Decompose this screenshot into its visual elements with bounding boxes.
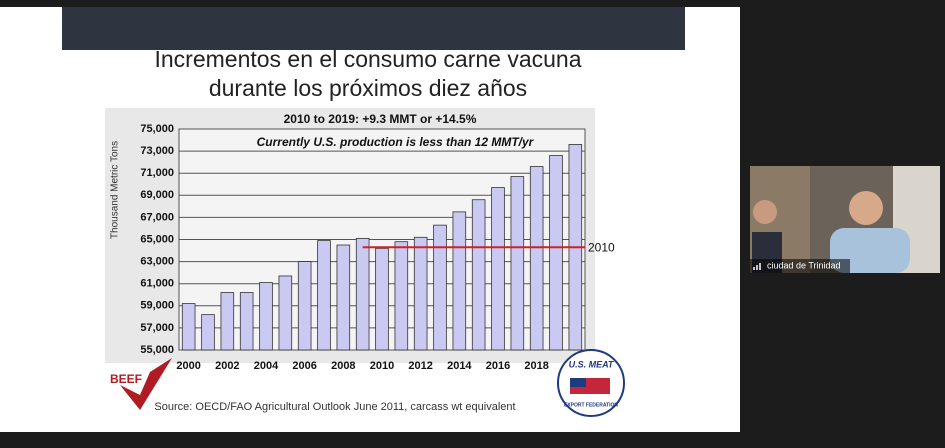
person-head <box>849 191 883 225</box>
usmef-logo-text: U.S. MEAT <box>569 359 615 369</box>
x-tick-label: 2000 <box>176 360 200 372</box>
y-tick-label: 59,000 <box>140 300 174 312</box>
bar <box>413 236 428 351</box>
bar <box>529 166 544 351</box>
bar <box>471 199 486 351</box>
bar <box>491 187 505 351</box>
reference-label: 2010 <box>588 240 615 254</box>
x-tick-label: 2010 <box>370 360 394 372</box>
bar <box>259 282 273 351</box>
x-tick-label: 2008 <box>331 360 355 372</box>
bar <box>355 237 370 351</box>
bar <box>375 247 389 351</box>
bar <box>239 292 254 351</box>
signal-icon <box>753 263 761 270</box>
bar <box>297 261 312 351</box>
bar <box>278 275 293 351</box>
slide-title: Incrementos en el consumo carne vacuna <box>154 46 581 72</box>
usmef-flag <box>570 378 586 387</box>
bar <box>452 211 467 351</box>
x-tick-label: 2012 <box>408 360 432 372</box>
y-tick-label: 65,000 <box>140 233 174 245</box>
chart-subtitle: 2010 to 2019: +9.3 MMT or +14.5% <box>284 112 477 126</box>
bar <box>336 244 351 351</box>
x-tick-label: 2018 <box>524 360 548 372</box>
bar <box>220 292 235 351</box>
y-tick-label: 69,000 <box>140 189 174 201</box>
y-tick-label: 73,000 <box>140 145 174 157</box>
x-tick-label: 2014 <box>447 360 472 372</box>
x-tick-label: 2002 <box>215 360 239 372</box>
y-axis-label: Thousand Metric Tons <box>110 141 121 239</box>
bar <box>317 240 331 351</box>
y-tick-label: 57,000 <box>140 322 174 334</box>
bar <box>510 176 525 351</box>
y-tick-label: 61,000 <box>140 278 174 290</box>
x-tick-label: 2004 <box>254 360 279 372</box>
source-note: Source: OECD/FAO Agricultural Outlook Ju… <box>154 401 515 413</box>
usmef-logo-text: EXPORT FEDERATION <box>564 402 618 408</box>
participant-label-bg <box>750 259 850 273</box>
slide-header-bar <box>62 7 685 50</box>
beef-logo-check <box>120 358 172 410</box>
participant-name: ciudad de Trinidad <box>767 260 841 270</box>
y-tick-label: 75,000 <box>140 123 174 135</box>
person-head <box>753 200 777 224</box>
x-tick-label: 2016 <box>486 360 510 372</box>
bar <box>181 303 196 351</box>
slide-title: durante los próximos diez años <box>209 75 527 101</box>
beef-logo: BEEF <box>110 372 142 386</box>
y-tick-label: 71,000 <box>140 167 174 179</box>
y-tick-label: 67,000 <box>140 211 174 223</box>
bar <box>433 224 447 351</box>
bar <box>201 314 215 351</box>
chart-annotation: Currently U.S. production is less than 1… <box>257 135 535 149</box>
x-tick-label: 2006 <box>292 360 316 372</box>
y-tick-label: 55,000 <box>140 344 174 356</box>
bar <box>394 241 409 351</box>
bar <box>549 155 563 351</box>
y-tick-label: 63,000 <box>140 256 174 268</box>
